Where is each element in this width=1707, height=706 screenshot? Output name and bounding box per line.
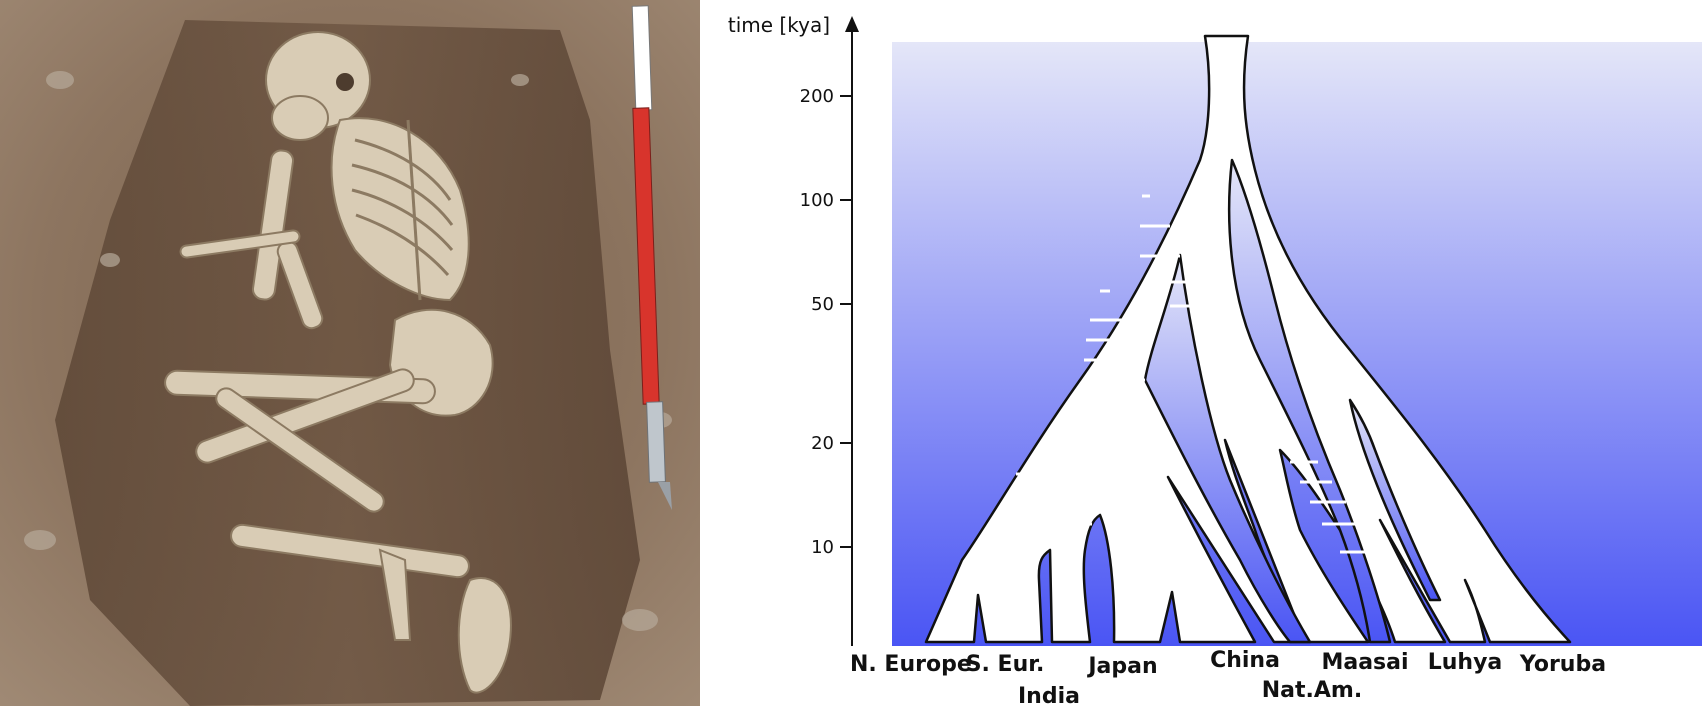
burial-photo (0, 0, 700, 706)
y-axis (840, 16, 859, 646)
population-tree (924, 34, 1572, 644)
y-tick-labels: 200 100 50 20 10 (800, 86, 834, 558)
pop-label-nat-am: Nat.Am. (1262, 678, 1362, 703)
branch-gaps (1143, 158, 1442, 644)
y-tick-label: 10 (811, 537, 834, 558)
grave-pit (55, 20, 640, 706)
pop-label-n-europe: N. Europe (850, 652, 972, 677)
population-tree-diagram: time [kya] 200 100 50 20 10 N. Europe S.… (728, 13, 1702, 706)
pop-label-china: China (1210, 648, 1280, 673)
population-labels: N. Europe S. Eur. India Japan China Nat.… (850, 648, 1606, 706)
skeleton (164, 31, 512, 694)
pop-label-yoruba: Yoruba (1519, 652, 1606, 677)
pop-label-japan: Japan (1086, 654, 1157, 679)
axis-arrow-icon (845, 16, 859, 32)
scale-bar (631, 5, 672, 510)
pop-label-india: India (1018, 684, 1080, 706)
y-tick-label: 100 (800, 190, 834, 211)
y-tick-label: 50 (811, 294, 834, 315)
pop-label-maasai: Maasai (1321, 650, 1408, 675)
y-tick-label: 200 (800, 86, 834, 107)
y-tick-label: 20 (811, 433, 834, 454)
migration-rungs (976, 194, 1390, 568)
pop-label-s-eur: S. Eur. (966, 652, 1045, 677)
y-axis-title: time [kya] (728, 13, 830, 37)
pop-label-luhya: Luhya (1428, 650, 1503, 675)
